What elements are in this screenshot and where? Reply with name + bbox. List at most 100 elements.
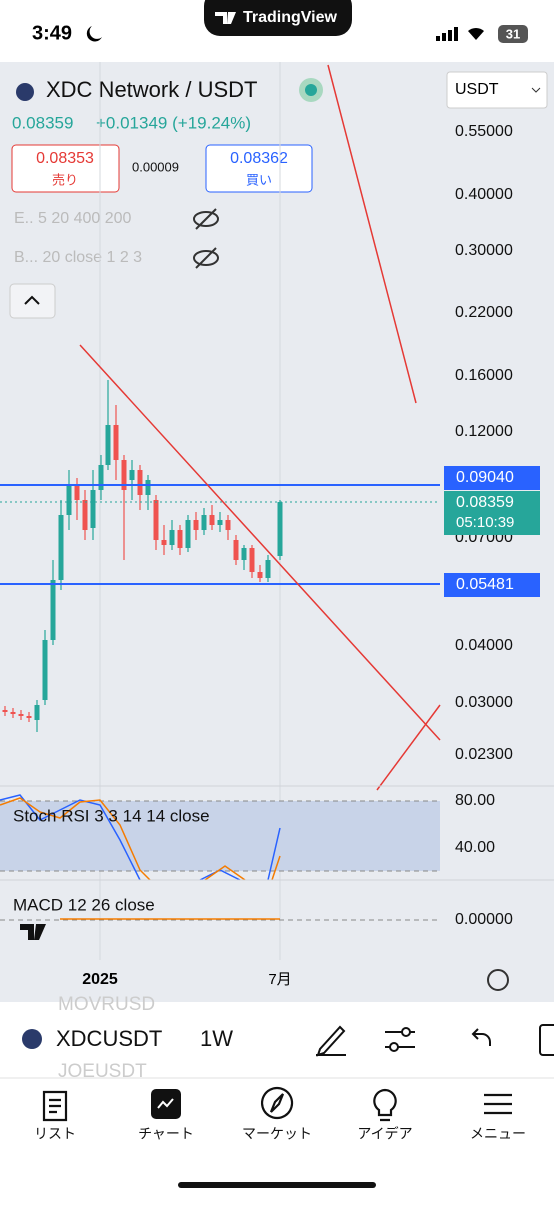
current-tag: [444, 491, 540, 535]
candle-body: [58, 515, 64, 580]
tab-label[interactable]: アイデア: [357, 1126, 412, 1142]
candle-body: [50, 580, 56, 640]
price-label: 0.40000: [455, 186, 513, 203]
app-pill: [204, 0, 352, 36]
candle-body: [42, 640, 48, 700]
sell-price: 0.08353: [36, 150, 94, 167]
candle-body: [193, 520, 199, 530]
candle-body: [161, 540, 167, 545]
stoch-band: [0, 801, 440, 871]
fullscreen[interactable]: [539, 1024, 554, 1056]
tab-icon[interactable]: [484, 1093, 512, 1115]
buy-button[interactable]: [205, 144, 313, 193]
undo[interactable]: [471, 1028, 491, 1046]
collapse-button[interactable]: [9, 283, 56, 319]
stoch-d: [0, 797, 281, 881]
candle-body: [10, 712, 16, 714]
candle-body: [185, 520, 191, 548]
candle-body: [129, 470, 135, 480]
candle-body: [121, 460, 127, 490]
candle-body: [177, 530, 183, 548]
price-label: 0.22000: [455, 304, 513, 321]
tab-label[interactable]: チャート: [138, 1126, 194, 1142]
candle-body: [201, 515, 207, 530]
candle-body: [82, 500, 88, 530]
faded-symbol: MOVRUSD: [58, 994, 155, 1015]
stoch-level-label: 40.00: [455, 839, 495, 856]
currency-select[interactable]: [446, 71, 548, 109]
price-label: 0.02300: [455, 746, 513, 763]
macd-label: MACD 12 26 close: [13, 895, 155, 914]
candle-body: [209, 515, 215, 525]
app-name: TradingView: [243, 9, 338, 26]
candles: [2, 380, 283, 732]
price-label: 0.03000: [455, 694, 513, 711]
tab-bar: リスト チャート マーケット アイデア メニュー: [34, 1086, 526, 1142]
countdown: 05:10:39: [456, 514, 514, 531]
tab-icon[interactable]: [373, 1088, 397, 1122]
signal-icon: [436, 27, 458, 41]
tab-label[interactable]: メニュー: [470, 1126, 526, 1142]
faded-symbol: JOEUSDT: [58, 1061, 147, 1082]
candle-body: [257, 572, 263, 578]
market-dot: [305, 84, 317, 96]
current-value: 0.08359: [456, 494, 514, 511]
home-indicator: [178, 1182, 376, 1188]
price-change: +0.01349 (+19.24%): [96, 113, 251, 132]
last-price: 0.08359: [12, 113, 73, 132]
upper-tag: [444, 466, 540, 490]
wifi-icon: [468, 27, 484, 40]
candle-body: [169, 530, 175, 545]
upper-value: 0.09040: [456, 469, 514, 486]
candle-body: [113, 425, 119, 460]
symbol-name: XDC Network / USDT: [46, 77, 257, 102]
candle-body: [265, 560, 271, 578]
hidden-icons[interactable]: [193, 208, 219, 269]
price-label: 0.16000: [455, 367, 513, 384]
price-label: 0.55000: [455, 123, 513, 140]
candle-body: [145, 480, 151, 495]
tab-icon[interactable]: [42, 1090, 68, 1122]
candle-body: [233, 540, 239, 560]
stoch-level-label: 80.00: [455, 792, 495, 809]
stoch-label: Stoch RSI 3 3 14 14 close: [13, 806, 210, 825]
settings-icon[interactable]: [487, 969, 509, 991]
draw-tool[interactable]: [316, 1025, 346, 1057]
tab-label[interactable]: マーケット: [242, 1126, 312, 1142]
buy-label: 買い: [246, 172, 272, 187]
candle-body: [153, 500, 159, 540]
candle-body: [18, 714, 24, 716]
tv-watermark: [20, 924, 46, 940]
candle-body: [105, 425, 111, 465]
dropdown-arrow: [531, 87, 541, 93]
candle-body: [277, 502, 283, 556]
symbol[interactable]: XDCUSDT: [56, 1026, 162, 1051]
candle-body: [66, 485, 72, 515]
time-label: 2025: [82, 971, 118, 988]
currency: USDT: [455, 81, 499, 98]
tab-icon: [157, 1098, 174, 1109]
lower-value: 0.05481: [456, 576, 514, 593]
sell-button[interactable]: [11, 144, 120, 193]
macd-level: 0.00000: [455, 911, 513, 928]
candle-body: [249, 548, 255, 572]
interval[interactable]: 1W: [200, 1026, 233, 1051]
buy-price: 0.08362: [230, 150, 288, 167]
tab-icon[interactable]: [261, 1086, 294, 1120]
candle-body: [98, 465, 104, 490]
indicator-tool[interactable]: [385, 1027, 415, 1052]
tab-label[interactable]: リスト: [34, 1126, 76, 1142]
price-label: 0.04000: [455, 637, 513, 654]
symbol-icon: [16, 83, 34, 101]
symbol-icon: [22, 1029, 42, 1049]
indicator-bb: B... 20 close 1 2 3: [14, 249, 142, 266]
spread: 0.00009: [132, 159, 179, 174]
candle-body: [2, 710, 8, 712]
candle-body: [34, 705, 40, 720]
candle-body: [26, 716, 32, 718]
indicator-ema: E.. 5 20 400 200: [14, 210, 132, 227]
lower-tag: [444, 573, 540, 597]
moon-icon: [86, 26, 102, 42]
price-label: 0.12000: [455, 423, 513, 440]
